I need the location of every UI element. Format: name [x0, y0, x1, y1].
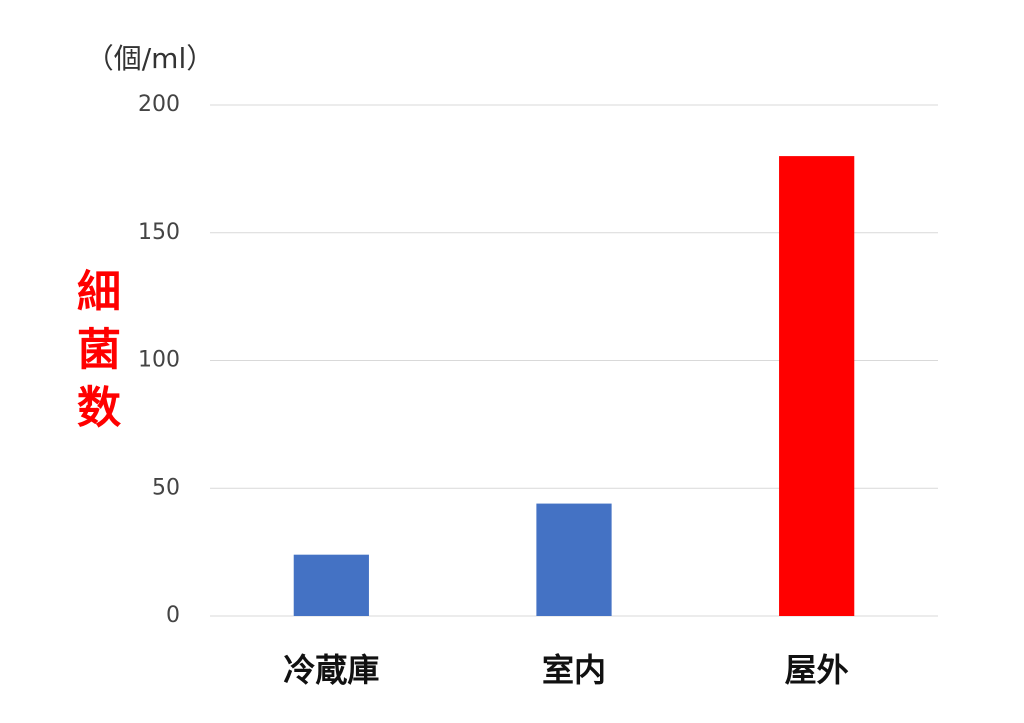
x-tick-label: 屋外: [785, 651, 849, 689]
x-tick-label: 室内: [542, 651, 606, 689]
y-tick-label: 100: [138, 348, 180, 373]
y-tick-label: 200: [138, 92, 180, 117]
unit-label: （個/ml）: [86, 42, 215, 75]
y-tick-label: 50: [152, 475, 180, 500]
y-tick-label: 0: [166, 603, 180, 628]
y-axis-label: 細菌数: [69, 268, 120, 442]
y-tick-label: 150: [138, 220, 180, 245]
bar: [779, 156, 855, 616]
bar: [293, 554, 369, 616]
x-tick-label: 冷蔵庫: [283, 651, 379, 689]
bar: [536, 503, 612, 616]
